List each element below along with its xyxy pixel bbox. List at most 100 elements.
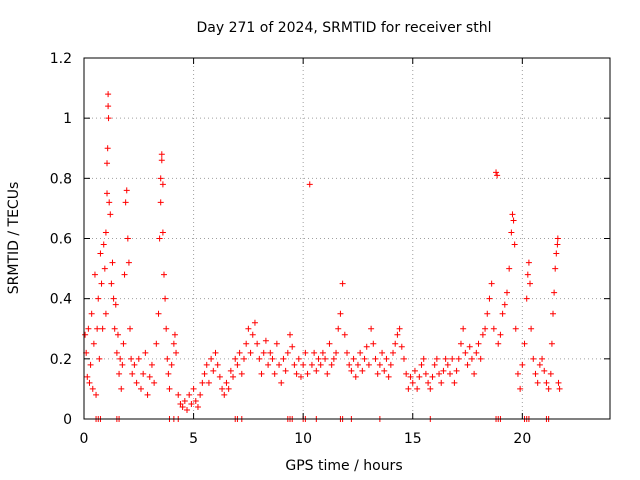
data-point (179, 403, 186, 410)
data-point (125, 259, 132, 266)
data-point (394, 331, 401, 338)
data-point (324, 370, 331, 377)
data-point (308, 361, 315, 368)
data-point (247, 349, 254, 356)
data-point (550, 310, 557, 317)
data-point (225, 385, 232, 392)
data-point (216, 373, 223, 380)
data-point (503, 289, 510, 296)
data-point (482, 325, 489, 332)
data-point (153, 340, 160, 347)
data-point (429, 373, 436, 380)
chart-title: Day 271 of 2024, SRMTID for receiver sth… (197, 20, 492, 36)
data-point (158, 157, 165, 164)
data-point (297, 373, 304, 380)
data-point (212, 349, 219, 356)
data-point (543, 379, 550, 386)
data-point (420, 355, 427, 362)
data-point (527, 280, 534, 287)
data-point (119, 361, 126, 368)
data-point (473, 349, 480, 356)
data-point (109, 259, 116, 266)
data-point (359, 367, 366, 374)
data-point (105, 103, 112, 110)
data-point (163, 325, 170, 332)
data-point (282, 367, 289, 374)
data-point (89, 385, 96, 392)
data-point (462, 349, 469, 356)
data-point (484, 310, 491, 317)
data-point (269, 355, 276, 362)
data-point (113, 349, 120, 356)
data-point (85, 325, 92, 332)
data-point (276, 361, 283, 368)
data-point (333, 349, 340, 356)
data-point (146, 373, 153, 380)
data-point (374, 370, 381, 377)
data-point (414, 385, 421, 392)
data-point (104, 145, 111, 152)
data-point (98, 280, 105, 287)
data-point (510, 217, 517, 224)
data-point (322, 355, 329, 362)
data-point (547, 370, 554, 377)
data-point (287, 331, 294, 338)
data-point (326, 340, 333, 347)
data-point (117, 355, 124, 362)
data-point (339, 280, 346, 287)
data-point (238, 370, 245, 377)
data-point (383, 355, 390, 362)
data-point (102, 310, 109, 317)
data-point (91, 271, 98, 278)
y-tick-label: 1 (63, 111, 72, 127)
data-point (495, 340, 502, 347)
data-point (494, 172, 501, 179)
data-point (234, 361, 241, 368)
data-point (230, 373, 237, 380)
data-point (390, 349, 397, 356)
data-point (127, 325, 134, 332)
data-point (280, 355, 287, 362)
data-point (409, 379, 416, 386)
data-point (315, 355, 322, 362)
data-point (453, 367, 460, 374)
data-point (88, 310, 95, 317)
data-point (114, 331, 121, 338)
data-point (541, 367, 548, 374)
data-point (258, 370, 265, 377)
data-point (106, 199, 113, 206)
data-point (387, 361, 394, 368)
data-point (381, 367, 388, 374)
data-point (330, 355, 337, 362)
data-point (210, 367, 217, 374)
data-point (291, 361, 298, 368)
data-point (519, 361, 526, 368)
data-point (173, 349, 180, 356)
data-point (162, 295, 169, 302)
data-point (157, 175, 164, 182)
data-point (455, 355, 462, 362)
data-point (112, 301, 119, 308)
data-point (501, 301, 508, 308)
data-point (273, 340, 280, 347)
data-point (93, 391, 100, 398)
data-point (534, 379, 541, 386)
data-point (302, 349, 309, 356)
data-point (227, 367, 234, 374)
axis-ticks: 0 5 10 15 20 0 0.2 0.4 0.6 0.8 1 1.2 (50, 51, 610, 447)
data-point (278, 379, 285, 386)
y-tick-label: 0.8 (50, 171, 72, 187)
data-point (158, 151, 165, 158)
x-tick-label: 0 (80, 431, 89, 447)
data-point (111, 325, 118, 332)
grid-lines (84, 58, 610, 419)
data-point (352, 373, 359, 380)
data-point (157, 199, 164, 206)
data-point (442, 355, 449, 362)
data-point (376, 361, 383, 368)
data-point (144, 391, 151, 398)
data-point (243, 340, 250, 347)
data-point (159, 229, 166, 236)
data-point (201, 370, 208, 377)
data-point (440, 367, 447, 374)
